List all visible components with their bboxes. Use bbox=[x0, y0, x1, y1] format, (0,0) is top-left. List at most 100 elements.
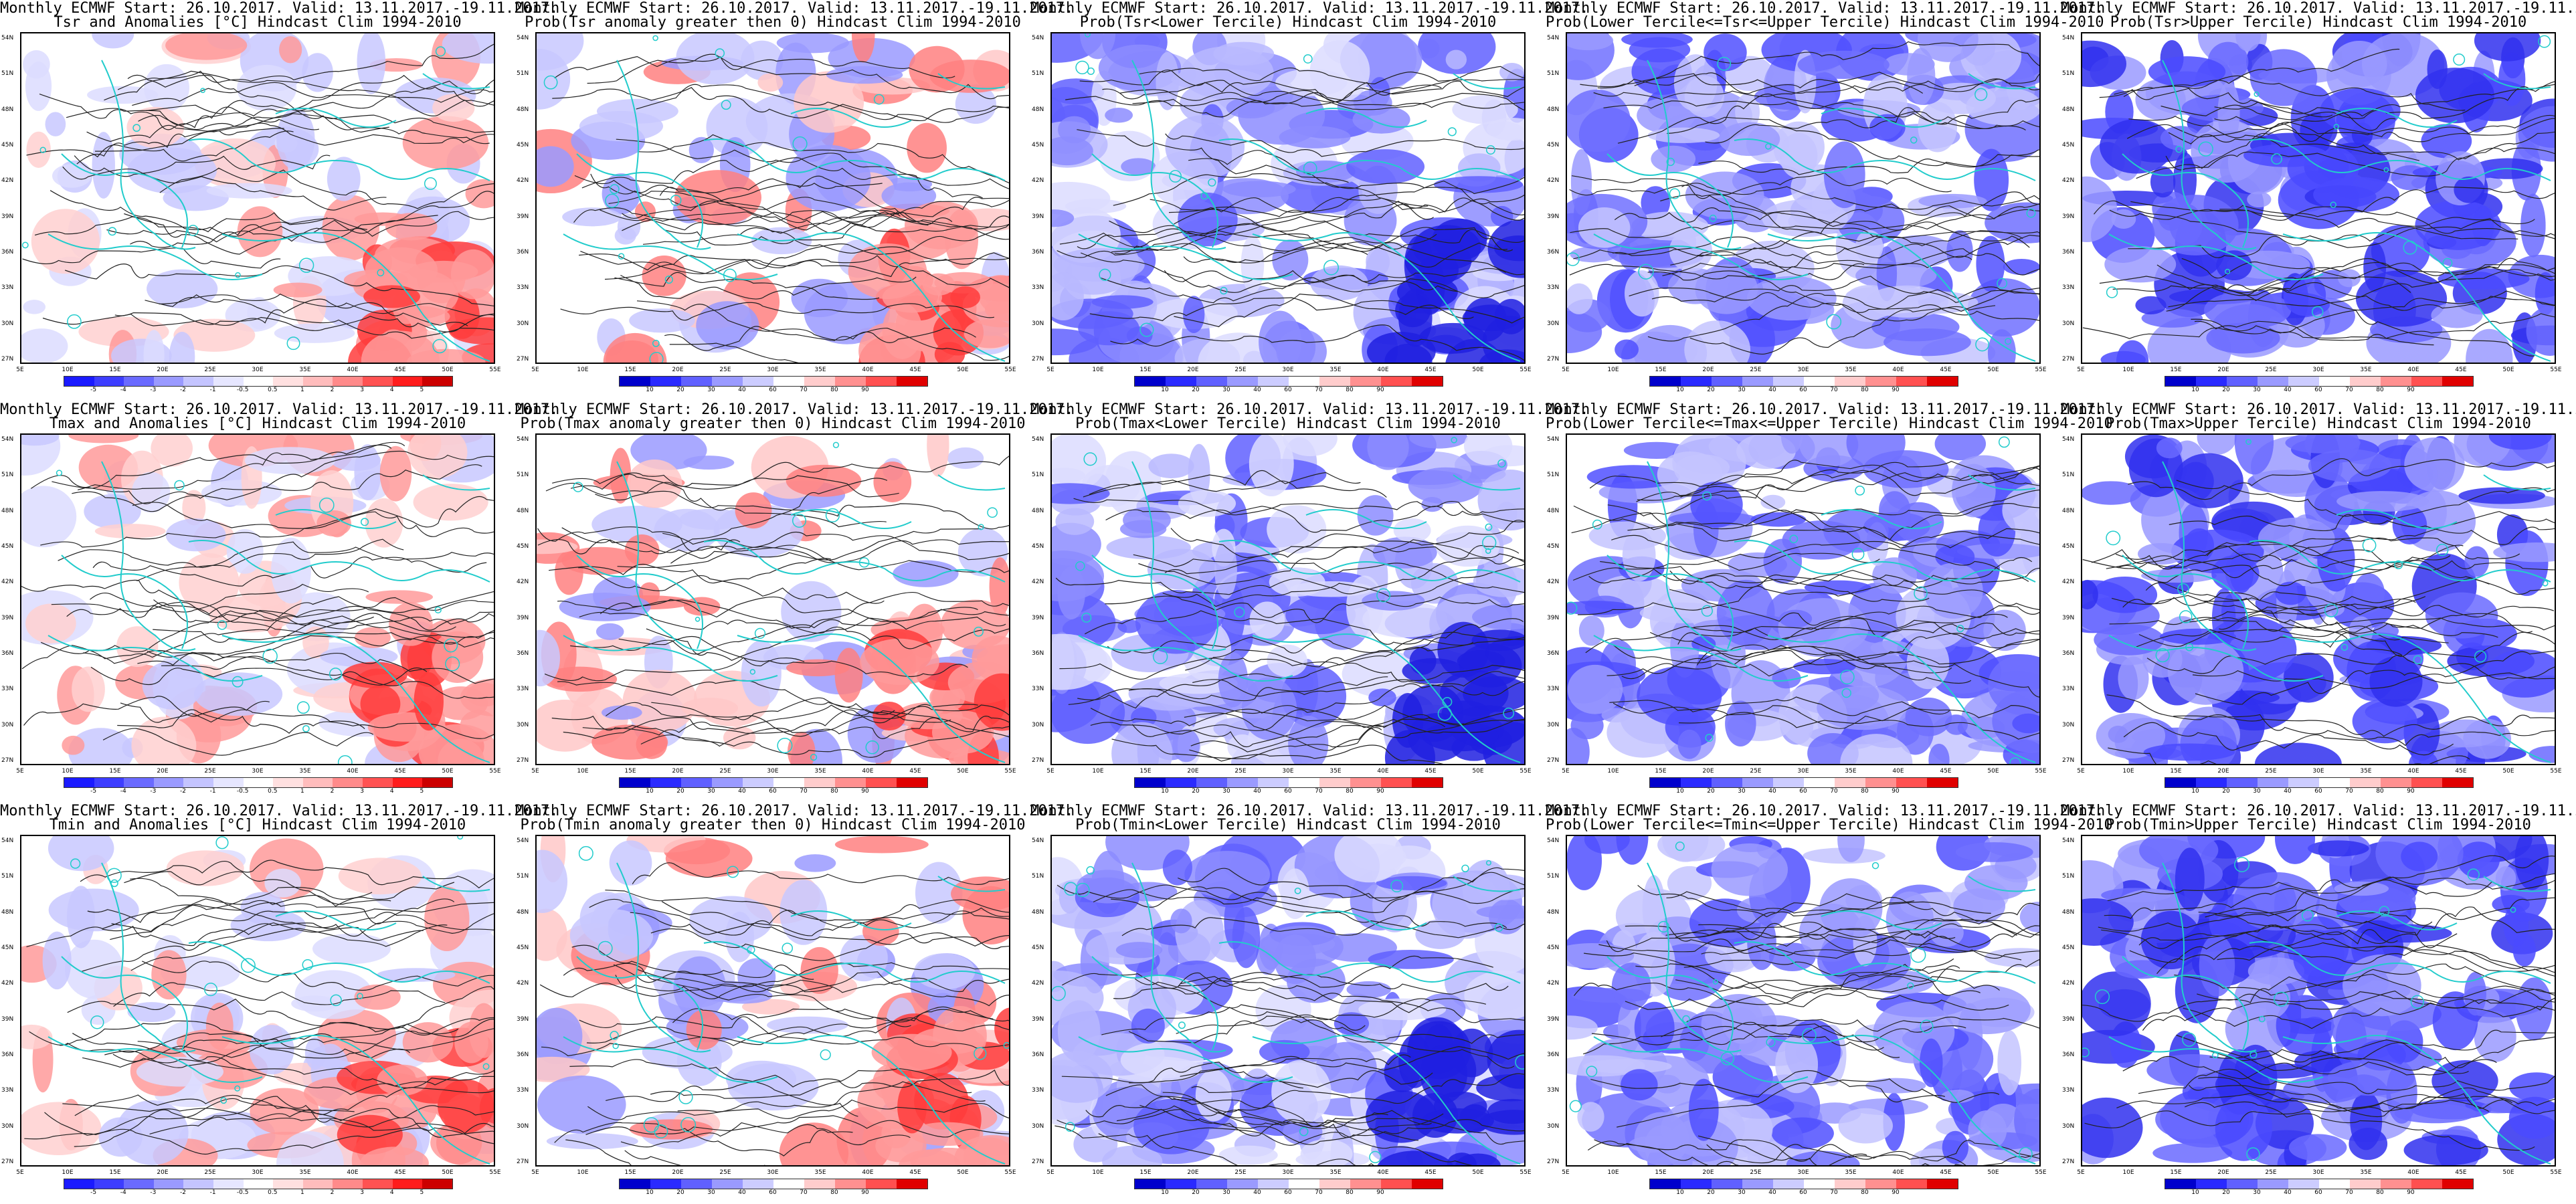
longitude-label: 45E bbox=[1940, 768, 1952, 775]
longitude-label: 40E bbox=[1892, 367, 1904, 373]
colorbar-tick-label: 2 bbox=[330, 387, 335, 393]
colorbar-swatch bbox=[1135, 1179, 1166, 1189]
longitude-label: 20E bbox=[672, 1169, 684, 1176]
colorbar-tick-label: 4 bbox=[389, 788, 394, 795]
panel-title-line1: Monthly ECMWF Start: 26.10.2017. Valid: … bbox=[1546, 803, 2104, 819]
colorbar-swatch bbox=[2442, 778, 2473, 787]
colorbar-tick-label: -2 bbox=[179, 788, 186, 795]
latitude-label: 54N bbox=[2062, 837, 2075, 844]
latitude-label: 30N bbox=[1547, 721, 1560, 728]
latitude-label: 45N bbox=[1547, 142, 1560, 148]
colorbar-swatch bbox=[94, 778, 124, 787]
colorbar-swatch bbox=[1412, 377, 1443, 386]
longitude-label: 15E bbox=[1655, 367, 1667, 373]
colorbar-swatch bbox=[1196, 1179, 1227, 1189]
colorbar bbox=[2165, 777, 2474, 788]
longitude-label: 40E bbox=[347, 1169, 359, 1176]
longitude-label: 25E bbox=[719, 1169, 731, 1176]
longitude-label: 55E bbox=[489, 1169, 501, 1176]
colorbar-tick-label: 30 bbox=[1222, 387, 1230, 393]
latitude-label: 36N bbox=[1032, 1051, 1044, 1058]
latitude-label: 48N bbox=[1, 507, 14, 514]
longitude-label: 30E bbox=[1282, 367, 1294, 373]
colorbar bbox=[1134, 777, 1443, 788]
colorbar-swatch bbox=[2288, 377, 2319, 386]
longitude-label: 35E bbox=[1329, 1169, 1342, 1176]
colorbar-tick-label: 10 bbox=[2191, 1189, 2199, 1196]
forecast-panel: Monthly ECMWF Start: 26.10.2017. Valid: … bbox=[1030, 401, 1588, 803]
colorbar bbox=[1649, 376, 1958, 387]
colorbar-tick-label: 60 bbox=[1799, 387, 1807, 393]
longitude-label: 5E bbox=[16, 1169, 24, 1176]
longitude-label: 10E bbox=[2122, 367, 2134, 373]
latitude-label: 42N bbox=[1, 177, 14, 185]
forecast-map bbox=[2081, 433, 2556, 765]
latitude-label: 51N bbox=[1, 70, 14, 78]
colorbar-tick-label: 10 bbox=[1161, 788, 1169, 795]
colorbar-swatch bbox=[363, 778, 393, 787]
panel-title-line2: Prob(Tmin>Upper Tercile) Hindcast Clim 1… bbox=[2106, 817, 2531, 833]
latitude-label: 54N bbox=[1032, 35, 1044, 41]
colorbar-swatch bbox=[1319, 778, 1350, 787]
longitude-label: 30E bbox=[252, 768, 264, 775]
colorbar-swatch bbox=[2196, 778, 2227, 787]
latitude-label: 45N bbox=[517, 142, 529, 148]
colorbar-swatch bbox=[1412, 1179, 1443, 1189]
colorbar-swatch bbox=[1896, 778, 1927, 787]
longitude-label: 15E bbox=[109, 1169, 121, 1176]
longitude-label: 25E bbox=[1234, 768, 1247, 775]
colorbar-tick-label: -3 bbox=[150, 1189, 157, 1196]
latitude-label: 39N bbox=[2062, 614, 2075, 621]
latitude-label: 42N bbox=[1547, 177, 1560, 185]
longitude-label: 50E bbox=[1472, 768, 1484, 775]
colorbar-tick-label: 70 bbox=[2345, 387, 2353, 393]
longitude-label: 25E bbox=[204, 367, 216, 373]
longitude-label: 30E bbox=[1797, 1169, 1809, 1176]
colorbar-swatch bbox=[1712, 1179, 1742, 1189]
latitude-label: 54N bbox=[517, 35, 529, 41]
latitude-label: 54N bbox=[1, 436, 14, 443]
longitude-label: 20E bbox=[672, 768, 684, 775]
colorbar-swatch bbox=[392, 377, 423, 386]
colorbar-tick-label: 20 bbox=[1192, 788, 1200, 795]
latitude-label: 27N bbox=[517, 757, 529, 764]
forecast-panel: Monthly ECMWF Start: 26.10.2017. Valid: … bbox=[515, 401, 1073, 803]
colorbar-swatch bbox=[2165, 377, 2196, 386]
colorbar-swatch bbox=[333, 377, 363, 386]
latitude-label: 45N bbox=[1, 142, 14, 148]
colorbar-swatch bbox=[94, 377, 124, 386]
colorbar-swatch bbox=[273, 1179, 303, 1189]
latitude-label: 48N bbox=[1032, 908, 1044, 916]
latitude-label: 51N bbox=[1032, 873, 1044, 880]
colorbar bbox=[619, 1179, 928, 1189]
colorbar-swatch bbox=[2381, 377, 2411, 386]
latitude-label: 27N bbox=[1, 757, 14, 764]
forecast-panel: Monthly ECMWF Start: 26.10.2017. Valid: … bbox=[0, 401, 558, 803]
longitude-label: 5E bbox=[16, 768, 24, 775]
panel-title-line2: Prob(Tmin<Lower Tercile) Hindcast Clim 1… bbox=[1075, 817, 1501, 833]
colorbar-tick-label: 90 bbox=[1892, 788, 1900, 795]
latitude-label: 48N bbox=[2062, 908, 2075, 916]
colorbar-swatch bbox=[1681, 377, 1712, 386]
colorbar-swatch bbox=[333, 1179, 363, 1189]
longitude-label: 35E bbox=[1845, 367, 1857, 373]
longitude-label: 15E bbox=[109, 768, 121, 775]
colorbar-swatch bbox=[743, 1179, 773, 1189]
latitude-label: 51N bbox=[1547, 472, 1560, 479]
colorbar-swatch bbox=[835, 778, 866, 787]
latitude-label: 27N bbox=[2062, 1159, 2075, 1165]
colorbar-swatch bbox=[866, 1179, 897, 1189]
colorbar-swatch bbox=[2227, 377, 2258, 386]
colorbar-swatch bbox=[2442, 377, 2473, 386]
colorbar-tick-label: 10 bbox=[1161, 387, 1169, 393]
latitude-label: 45N bbox=[517, 543, 529, 550]
colorbar-swatch bbox=[1742, 1179, 1773, 1189]
colorbar-tick-label: 40 bbox=[2284, 788, 2292, 795]
colorbar bbox=[619, 376, 928, 387]
longitude-label: 5E bbox=[531, 367, 539, 373]
colorbar-tick-label: 60 bbox=[769, 387, 777, 393]
latitude-label: 27N bbox=[517, 356, 529, 363]
longitude-label: 45E bbox=[1940, 367, 1952, 373]
colorbar-swatch bbox=[1927, 377, 1958, 386]
longitude-label: 25E bbox=[204, 1169, 216, 1176]
